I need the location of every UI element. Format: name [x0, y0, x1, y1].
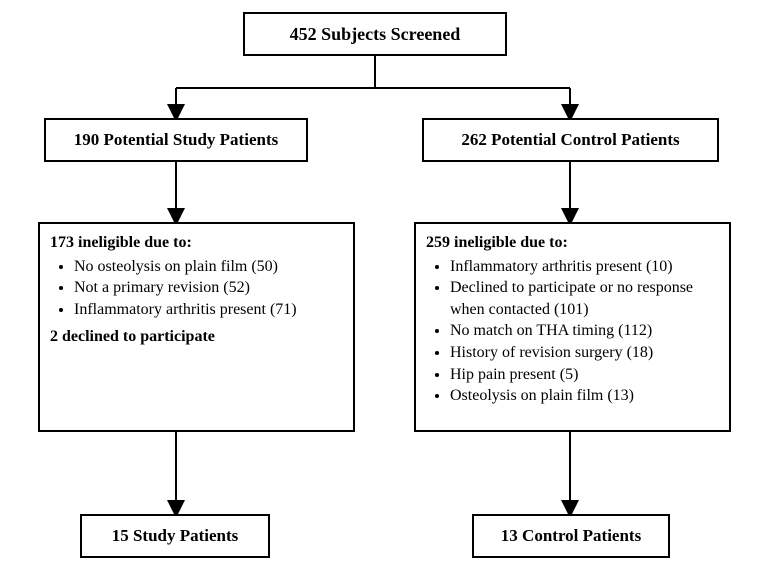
node-control-final-label: 13 Control Patients [501, 526, 641, 546]
edge-inelig-to-final [0, 0, 767, 560]
node-control-final: 13 Control Patients [472, 514, 670, 558]
node-study-final: 15 Study Patients [80, 514, 270, 558]
node-study-final-label: 15 Study Patients [112, 526, 239, 546]
